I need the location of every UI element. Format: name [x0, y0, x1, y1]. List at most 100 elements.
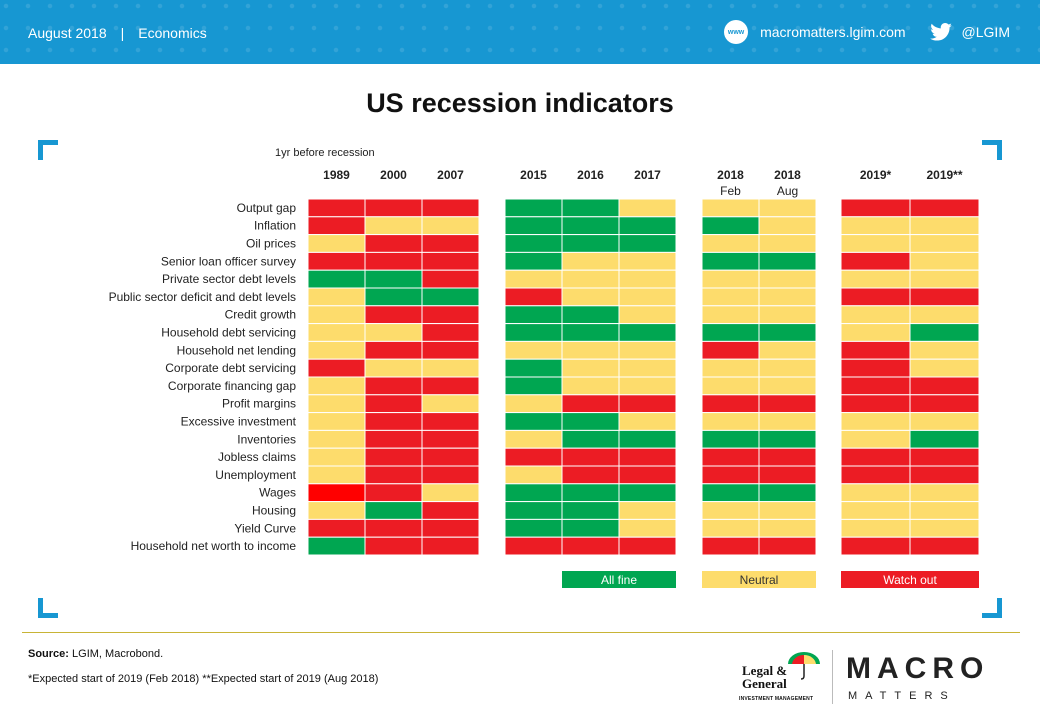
heatmap-cell-8-7 [758, 340, 817, 360]
heatmap-cell-18-7 [758, 518, 817, 538]
heatmap-cell-1-4 [561, 216, 620, 236]
column-header-7: 2018 [774, 168, 801, 182]
heatmap-cell-7-4 [561, 323, 620, 342]
heatmap-cell-19-2 [421, 536, 480, 556]
heatmap-cell-8-0 [307, 340, 366, 360]
heatmap-cell-19-4 [561, 536, 620, 556]
row-label-12: Excessive investment [181, 415, 297, 429]
heatmap-cell-13-5 [618, 429, 677, 449]
heatmap-cell-10-1 [364, 376, 423, 396]
heatmap-cell-6-2 [421, 305, 480, 325]
heatmap-cell-0-8 [840, 198, 911, 218]
heatmap-cell-5-9 [909, 287, 980, 307]
heatmap-cell-1-1 [364, 216, 423, 236]
heatmap-cell-9-8 [840, 358, 911, 378]
heatmap-cell-0-5 [618, 198, 677, 218]
heatmap-cell-5-4 [561, 287, 620, 307]
heatmap-cell-0-7 [758, 198, 817, 218]
heatmap-cell-11-3 [504, 394, 563, 414]
heatmap-cell-6-6 [701, 305, 760, 325]
heatmap-cell-11-5 [618, 394, 677, 414]
heatmap-cell-12-3 [504, 412, 563, 431]
lg-line1: Legal & [742, 663, 788, 678]
heatmap-cell-13-7 [758, 429, 817, 449]
legal-general-logo: Legal & General [742, 664, 787, 690]
heatmap-cell-19-5 [618, 536, 677, 556]
heatmap-cell-9-7 [758, 358, 817, 378]
heatmap-cell-5-0 [307, 287, 366, 307]
heatmap-cell-10-9 [909, 376, 980, 396]
heatmap-cell-9-3 [504, 358, 563, 378]
heatmap-cell-19-1 [364, 536, 423, 556]
heatmap-cell-3-5 [618, 251, 677, 271]
heatmap-cell-3-1 [364, 251, 423, 271]
heatmap-cell-0-2 [421, 198, 480, 218]
heatmap-cell-7-9 [909, 323, 980, 342]
row-label-9: Corporate debt servicing [165, 361, 296, 375]
heatmap-cell-8-8 [840, 340, 911, 360]
heatmap-cell-8-4 [561, 340, 620, 360]
heatmap-cell-16-7 [758, 483, 817, 503]
heatmap-cell-1-5 [618, 216, 677, 236]
column-header-8: 2019* [860, 168, 892, 182]
twitter-icon[interactable] [929, 23, 952, 41]
heatmap-cell-3-0 [307, 251, 366, 271]
heatmap-cell-14-7 [758, 447, 817, 467]
heatmap-cell-8-3 [504, 340, 563, 360]
row-label-18: Yield Curve [234, 521, 296, 535]
heatmap-cell-19-0 [307, 536, 366, 556]
column-header-0: 1989 [323, 168, 350, 182]
heatmap-cell-9-6 [701, 358, 760, 378]
footer-divider [22, 632, 1020, 633]
heatmap-cell-9-5 [618, 358, 677, 378]
heatmap-cell-15-6 [701, 465, 760, 485]
heatmap-cell-14-6 [701, 447, 760, 467]
heatmap-cell-3-2 [421, 251, 480, 271]
heatmap-cell-11-1 [364, 394, 423, 414]
heatmap-cell-11-2 [421, 394, 480, 414]
frame-corner-top-left [38, 140, 58, 160]
legend-swatch-R [841, 571, 979, 588]
macro-matters-logo: MACRO [846, 652, 990, 685]
heatmap-cell-12-5 [618, 412, 677, 431]
source-text: LGIM, Macrobond. [72, 648, 164, 660]
heatmap-cell-4-5 [618, 269, 677, 289]
heatmap-cell-8-5 [618, 340, 677, 360]
row-label-1: Inflation [254, 219, 296, 233]
row-label-15: Unemployment [215, 468, 296, 482]
column-header-2: 2007 [437, 168, 464, 182]
heatmap-cell-6-0 [307, 305, 366, 325]
row-label-8: Household net lending [177, 343, 296, 357]
heatmap-cell-8-2 [421, 340, 480, 360]
heatmap-cell-18-6 [701, 518, 760, 538]
heatmap-cell-9-1 [364, 358, 423, 378]
website-link[interactable]: macromatters.lgim.com [760, 24, 906, 40]
heatmap-cell-17-2 [421, 501, 480, 520]
heatmap-cell-10-4 [561, 376, 620, 396]
heatmap-cell-5-1 [364, 287, 423, 307]
twitter-handle[interactable]: @LGIM [961, 24, 1010, 40]
heatmap-cell-10-0 [307, 376, 366, 396]
heatmap-cell-6-9 [909, 305, 980, 325]
macro-matters-subtitle: MATTERS [848, 690, 956, 702]
row-label-7: Household debt servicing [161, 326, 296, 340]
heatmap-cell-1-9 [909, 216, 980, 236]
heatmap-cell-14-8 [840, 447, 911, 467]
heatmap-cell-4-8 [840, 269, 911, 289]
heatmap-cell-1-0 [307, 216, 366, 236]
heatmap-cell-13-3 [504, 429, 563, 449]
heatmap-cell-16-9 [909, 483, 980, 503]
header-date: August 2018 [28, 25, 107, 41]
heatmap-cell-11-0 [307, 394, 366, 414]
header-category[interactable]: Economics [138, 25, 207, 41]
heatmap-cell-4-2 [421, 269, 480, 289]
umbrella-logo-icon [788, 652, 820, 680]
heatmap-cell-5-3 [504, 287, 563, 307]
heatmap-cell-7-3 [504, 323, 563, 342]
heatmap-cell-2-8 [840, 234, 911, 253]
heatmap-cell-15-0 [307, 465, 366, 485]
column-header-6: 2018 [717, 168, 744, 182]
heatmap-cell-10-3 [504, 376, 563, 396]
heatmap-cell-18-3 [504, 518, 563, 538]
row-label-5: Public sector deficit and debt levels [109, 290, 296, 304]
